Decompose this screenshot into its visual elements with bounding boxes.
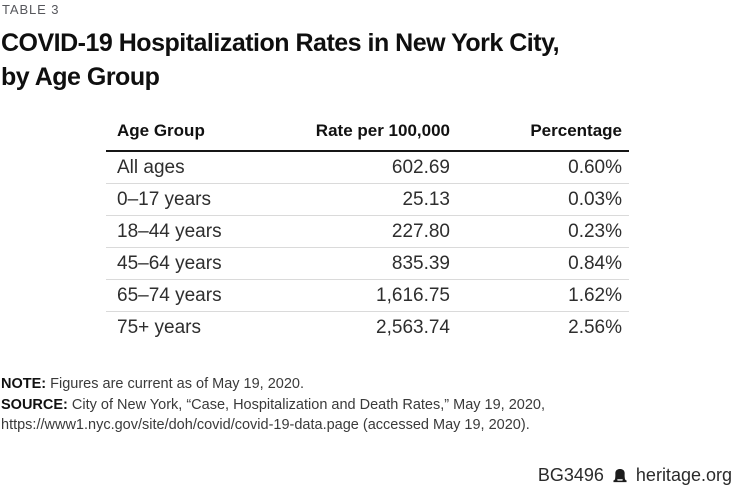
column-header-percentage: Percentage [450, 117, 629, 152]
table-row: 75+ years 2,563.74 2.56% [106, 312, 629, 344]
note-text: Figures are current as of May 19, 2020. [50, 376, 305, 392]
page-title: COVID-19 Hospitalization Rates in New Yo… [1, 29, 560, 91]
cell-percentage: 2.56% [568, 317, 622, 338]
table-row: 45–64 years 835.39 0.84% [106, 247, 629, 280]
cell-percentage: 0.60% [450, 151, 629, 184]
cell-percentage: 0.23% [450, 215, 629, 248]
table-row: 65–74 years 1,616.75 1.62% [106, 279, 629, 312]
cell-rate: 25.13 [294, 183, 450, 216]
cell-age-group: 65–74 years [106, 279, 294, 312]
data-table: Age Group Rate per 100,000 Percentage Al… [106, 117, 629, 343]
cell-rate: 1,616.75 [294, 279, 450, 312]
cell-age-group: 75+ years [117, 317, 201, 338]
cell-age-group: 45–64 years [106, 247, 294, 280]
column-header-rate: Rate per 100,000 [294, 117, 450, 152]
notes-block: NOTE: Figures are current as of May 19, … [1, 374, 731, 436]
liberty-bell-icon [611, 468, 629, 484]
cell-rate: 602.69 [294, 151, 450, 184]
column-header-age-group: Age Group [106, 117, 294, 152]
source-label: SOURCE: [1, 396, 68, 413]
table-row: All ages 602.69 0.60% [106, 151, 629, 184]
cell-rate: 2,563.74 [376, 317, 450, 338]
source-line: SOURCE: City of New York, “Case, Hospita… [1, 395, 731, 436]
cell-age-group: 0–17 years [106, 183, 294, 216]
cell-age-group: 18–44 years [106, 215, 294, 248]
footer-document-id: BG3496 [537, 465, 604, 485]
cell-rate: 227.80 [294, 215, 450, 248]
footer: BG3496 heritage.org [538, 465, 732, 486]
table-row: 0–17 years 25.13 0.03% [106, 183, 629, 216]
cell-percentage: 0.03% [450, 183, 629, 216]
cell-age-group: All ages [106, 151, 294, 184]
note-label: NOTE: [1, 376, 47, 392]
cell-percentage: 0.84% [450, 247, 629, 280]
note-line: NOTE: Figures are current as of May 19, … [1, 374, 731, 395]
table-header-row: Age Group Rate per 100,000 Percentage [106, 117, 629, 152]
cell-percentage: 1.62% [450, 279, 629, 312]
footer-site: heritage.org [635, 465, 732, 485]
table-label: TABLE 3 [2, 2, 60, 17]
table-row: 18–44 years 227.80 0.23% [106, 215, 629, 248]
source-text: City of New York, “Case, Hospitalization… [1, 396, 546, 434]
cell-rate: 835.39 [294, 247, 450, 280]
